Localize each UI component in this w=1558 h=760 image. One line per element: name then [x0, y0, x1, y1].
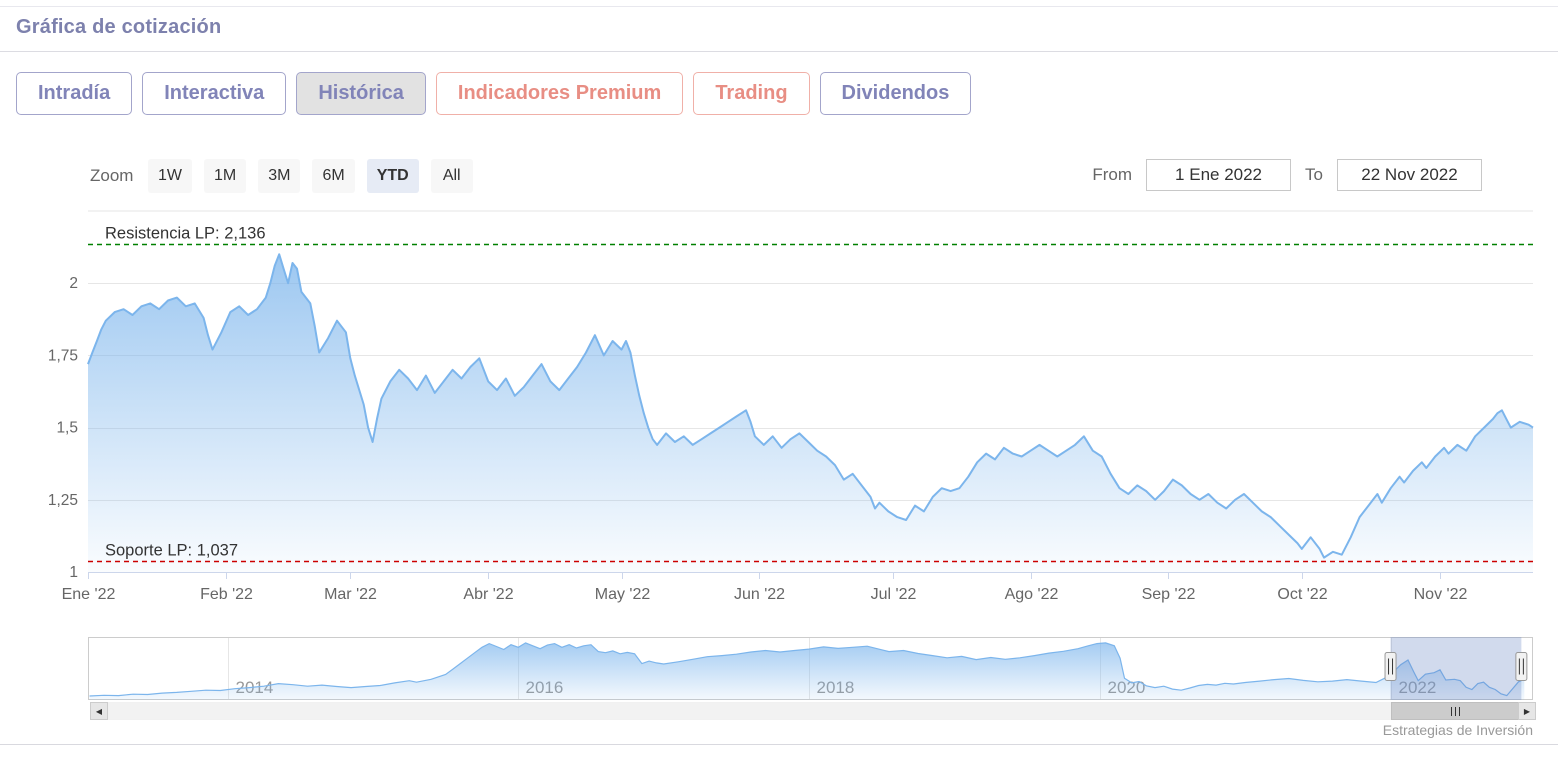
navigator-mask[interactable]: [1390, 637, 1522, 700]
scrollbar-right-arrow-icon[interactable]: ▶: [1518, 702, 1536, 720]
zoom-button-1w[interactable]: 1W: [148, 159, 192, 193]
x-axis-label: May '22: [595, 586, 651, 603]
zoom-label: Zoom: [90, 166, 134, 185]
scrollbar-left-arrow-icon[interactable]: ◀: [90, 702, 108, 720]
x-axis-label: Ene '22: [62, 586, 116, 603]
zoom-button-1m[interactable]: 1M: [204, 159, 247, 193]
title-divider: [0, 51, 1558, 52]
price-area: [88, 254, 1533, 573]
navigator: 20142016201820202022: [88, 637, 1533, 700]
to-label: To: [1305, 165, 1323, 184]
x-axis-label: Nov '22: [1414, 586, 1468, 603]
y-axis-labels: 2 1,75 1,5 1,25 1: [48, 275, 78, 581]
svg-text:2: 2: [69, 275, 78, 292]
x-axis-label: Ago '22: [1005, 586, 1059, 603]
x-axis-label: Oct '22: [1277, 586, 1327, 603]
bottom-divider: [0, 744, 1558, 745]
tab-trading[interactable]: Trading: [693, 72, 810, 115]
page-title: Gráfica de cotización: [16, 16, 222, 38]
top-divider: [0, 6, 1558, 7]
from-label: From: [1092, 165, 1133, 184]
tab-dividendos[interactable]: Dividendos: [819, 72, 972, 115]
chart-tabs: Intradía Interactiva Histórica Indicadores …: [16, 72, 972, 115]
scrollbar-track[interactable]: [108, 702, 1518, 720]
price-series: [87, 253, 1534, 573]
plot-lines: Resistencia LP: 2,136 Soporte LP: 1,037: [88, 225, 1533, 563]
zoom-button-ytd[interactable]: YTD: [366, 159, 419, 193]
x-axis-label: Jun '22: [734, 586, 785, 603]
chart-scrollbar: ◀ ▶: [90, 702, 1536, 721]
from-date-input[interactable]: [1146, 159, 1292, 191]
x-axis-label: Feb '22: [200, 586, 253, 603]
x-axis-label: Sep '22: [1142, 586, 1196, 603]
plot-line-label: Resistencia LP: 2,136: [105, 225, 266, 243]
tab-historica[interactable]: Histórica: [296, 72, 426, 115]
navigator-handle-left[interactable]: [1384, 652, 1397, 681]
date-range-controls: From To: [1092, 159, 1482, 191]
plot-line-label: Soporte LP: 1,037: [105, 542, 238, 560]
zoom-buttons: 1W 1M 3M 6M YTD All: [148, 159, 473, 193]
zoom-button-6m[interactable]: 6M: [312, 159, 355, 193]
scrollbar-thumb[interactable]: [1390, 702, 1522, 720]
svg-text:1,25: 1,25: [48, 492, 78, 509]
x-axis-label: Jul '22: [871, 586, 917, 603]
x-axis-label: Abr '22: [463, 586, 513, 603]
x-axis: Ene '22 Feb '22 Mar '22 Abr '22 May '22 Jun '…: [62, 572, 1533, 603]
svg-text:1,5: 1,5: [56, 420, 78, 437]
svg-text:1,75: 1,75: [48, 347, 78, 364]
zoom-button-3m[interactable]: 3M: [258, 159, 301, 193]
svg-text:1: 1: [69, 564, 78, 581]
to-date-input[interactable]: [1337, 159, 1482, 191]
tab-indicadores-premium[interactable]: Indicadores Premium: [435, 72, 684, 115]
navigator-area: [89, 642, 1525, 700]
tab-intradia[interactable]: Intradía: [16, 72, 133, 115]
chart-credits[interactable]: Estrategias de Inversión: [1382, 722, 1533, 738]
navigator-handle-right[interactable]: [1515, 652, 1528, 681]
tab-interactiva[interactable]: Interactiva: [142, 72, 287, 115]
navigator-line: [89, 642, 1525, 697]
price-line: [87, 253, 1534, 559]
zoom-button-all[interactable]: All: [430, 159, 473, 193]
x-axis-label: Mar '22: [324, 586, 377, 603]
